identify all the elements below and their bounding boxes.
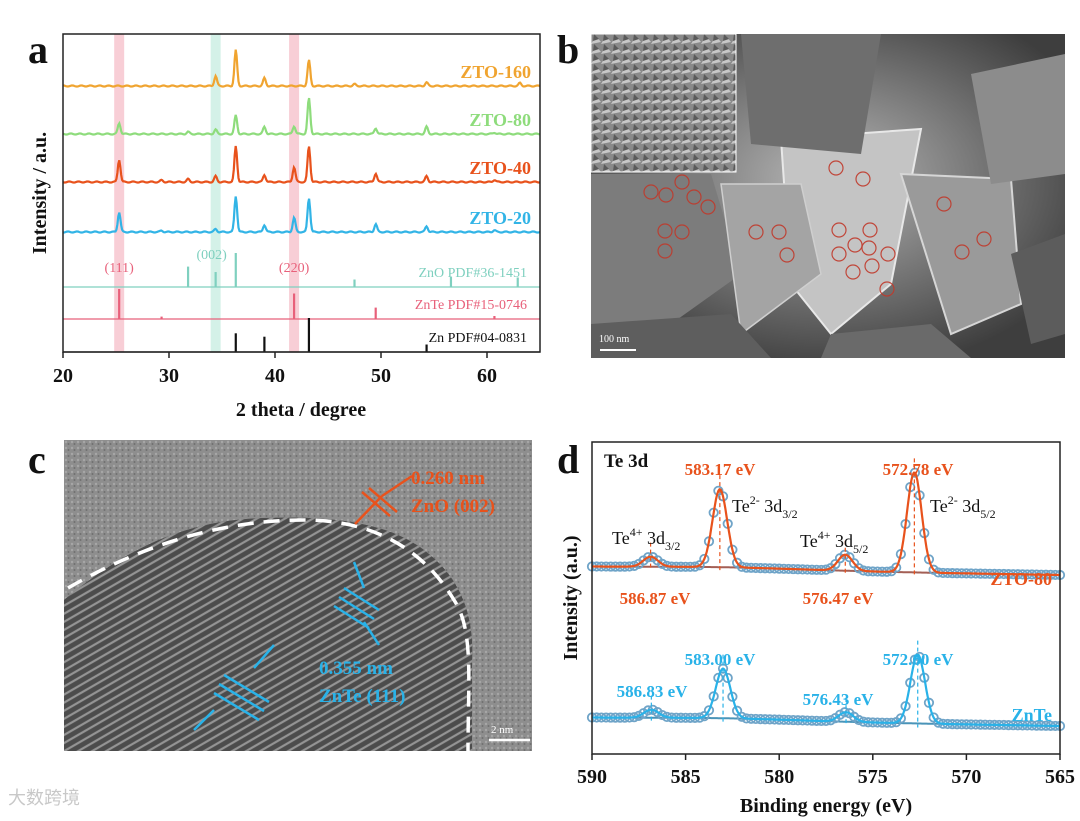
panel-letter-d: d (557, 437, 580, 482)
sem-scale-label: 100 nm (599, 334, 630, 345)
xrd-ref-label: ZnTe PDF#15-0746 (415, 298, 527, 313)
panel-letter-c: c (28, 437, 46, 482)
xrd-x-axis: 20 30 40 50 60 (53, 352, 497, 387)
xrd-ref-label: ZnO PDF#36-1451 (418, 266, 527, 281)
panel-letter-b: b (557, 27, 580, 72)
tem-drawing (64, 440, 532, 751)
xrd-plane-label: (220) (279, 261, 310, 276)
xrd-plot-frame (62, 33, 541, 353)
xrd-highlight-bands (114, 34, 300, 352)
xrd-series-label: ZTO-80 (469, 110, 531, 130)
znte-plane-label: ZnTe (111) (319, 686, 406, 707)
xrd-series-group: ZTO-160 ZTO-80 ZTO-40 ZTO-20 (62, 49, 541, 234)
xrd-series-line (63, 49, 541, 88)
xrd-x-tick-label: 20 (53, 365, 73, 387)
sem-markers (643, 160, 992, 297)
xrd-series-label: ZTO-40 (469, 158, 531, 178)
tem-boundary-dashed (67, 518, 471, 751)
tem-image: 0.260 nm ZnO (002) 0.355 nm ZnTe (111) 2… (64, 440, 532, 751)
xrd-x-tick-label: 30 (159, 365, 179, 387)
xrd-x-axis-label: 2 theta / degree (236, 399, 366, 421)
xrd-series-line (62, 145, 540, 184)
zno-lattice-marker (354, 474, 413, 525)
xrd-series-line (63, 196, 541, 234)
xrd-series-label: ZTO-20 (469, 208, 531, 228)
znte-spacing-label: 0.355 nm (319, 658, 393, 679)
xrd-ref-label: Zn PDF#04-0831 (429, 331, 527, 346)
xrd-x-tick-label: 40 (265, 365, 285, 387)
xrd-band-1 (210, 34, 221, 352)
xrd-x-tick-label: 60 (477, 365, 497, 387)
xrd-y-axis-label: Intensity / a.u. (29, 132, 51, 254)
xrd-series-label: ZTO-160 (460, 62, 531, 82)
xrd-plane-label: (002) (196, 248, 227, 263)
zno-spacing-label: 0.260 nm (411, 468, 485, 489)
xrd-x-tick-label: 50 (371, 365, 391, 387)
xrd-series-line (62, 97, 541, 136)
xrd-plane-label: (111) (105, 261, 135, 276)
xrd-band-2 (289, 34, 300, 352)
watermark: 大数跨境 (8, 788, 80, 809)
sem-drawing (591, 34, 1065, 358)
sem-image: 100 nm (591, 34, 1065, 358)
panel-letter-a: a (28, 27, 48, 72)
xrd-reference-group: ZnO PDF#36-1451 ZnTe PDF#15-0746 Zn PDF#04… (63, 248, 540, 353)
znte-lattice-marker (193, 561, 381, 731)
zno-plane-label: ZnO (002) (411, 496, 495, 517)
tem-scale-label: 2 nm (491, 724, 514, 736)
xrd-band-0 (114, 34, 125, 352)
